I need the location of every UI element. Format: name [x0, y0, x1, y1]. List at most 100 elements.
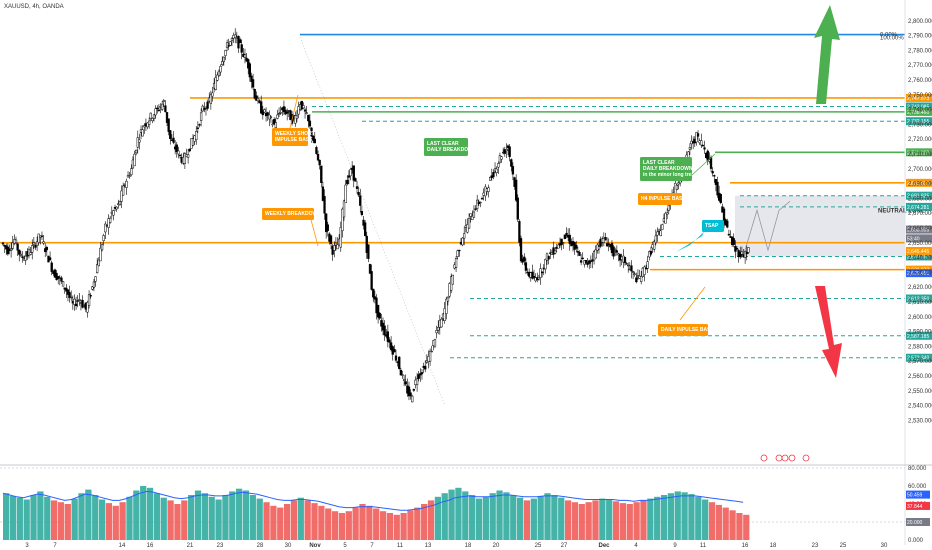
current-price-tag	[906, 246, 932, 255]
candle-body	[640, 276, 643, 282]
candle-body	[219, 66, 222, 73]
candle-body	[300, 100, 303, 110]
price-tick-label: 2,670.000	[908, 211, 932, 217]
neutral-zone-label: NEUTRAL ZONE	[878, 209, 925, 215]
time-tick-label: 25	[840, 543, 847, 549]
time-tick-label: Dec	[598, 543, 610, 549]
candle-body	[303, 109, 307, 112]
candle-body	[282, 106, 286, 113]
oscillator-bar	[379, 511, 387, 540]
candle-body	[401, 374, 404, 376]
price-label-text: 2,587.185	[907, 334, 929, 340]
candle-body	[643, 266, 646, 275]
candle-body	[354, 178, 357, 182]
price-label-tag	[906, 93, 932, 102]
oscillator-bar	[242, 490, 250, 540]
price-tick-label: 2,740.000	[908, 108, 932, 114]
candle-body	[383, 325, 386, 336]
oscillator-bar	[647, 498, 654, 540]
candle-body	[99, 247, 102, 262]
candle-body	[726, 220, 729, 228]
time-axis[interactable]: 3 7 14 16 21 23 28 30 Nov 5 7 11 13 18 20 25 27 Dec 4 9 11 16…	[25, 543, 888, 549]
event-flag-icon[interactable]	[760, 454, 768, 462]
current-price-text: 2,629.455	[907, 271, 929, 277]
candle-body	[386, 331, 390, 342]
time-tick-label: 14	[119, 543, 126, 549]
candle-body	[409, 392, 412, 397]
price-tick-label: 2,610.000	[908, 300, 932, 306]
candle-body	[740, 251, 744, 255]
candle-body	[81, 299, 84, 308]
candle-body	[92, 281, 96, 288]
oscillator-bar	[345, 511, 352, 540]
candle-body	[443, 308, 446, 321]
oscillator-bar	[3, 493, 10, 540]
annotation-callout	[424, 138, 468, 156]
candle-body	[602, 237, 605, 243]
price-axis[interactable]: 2,800.000 2,790.000 2,780.000 2,770.000 2,76…	[904, 0, 932, 545]
oscillator-bar	[133, 490, 140, 540]
candle-body	[102, 235, 105, 241]
price-tick-label: 2,590.000	[908, 330, 932, 336]
oscillator-bar	[729, 510, 736, 540]
price-tick-label: 2,750.000	[908, 93, 932, 99]
candle-body	[240, 44, 243, 53]
event-flag-icon[interactable]	[781, 454, 789, 462]
oscillator-bar	[325, 508, 332, 540]
candle-body	[325, 213, 328, 233]
candle-body	[191, 138, 195, 146]
candle-body	[625, 263, 628, 265]
candle-body	[214, 77, 217, 90]
event-flag-icon[interactable]	[788, 454, 796, 462]
oscillator-bar	[277, 507, 284, 540]
candle-body	[599, 238, 602, 247]
candle-body	[713, 175, 716, 177]
candle-body	[224, 50, 227, 56]
candle-body	[344, 184, 347, 203]
candle-body	[695, 132, 698, 143]
annotation-callout	[658, 324, 708, 336]
time-tick-label: 23	[812, 543, 819, 549]
price-tick-label: 2,710.000	[908, 152, 932, 158]
oscillator-bar	[126, 496, 133, 540]
candle-body	[446, 297, 450, 302]
annotation-callout	[272, 128, 308, 146]
candle-body	[297, 106, 300, 115]
oscillator-bar	[544, 493, 551, 540]
candle-body	[402, 379, 406, 381]
price-label-tag	[906, 148, 932, 157]
candle-body	[623, 257, 627, 263]
candle-body	[451, 274, 454, 285]
candle-body	[435, 330, 438, 334]
candle-body	[518, 221, 521, 243]
candle-body	[307, 114, 310, 122]
event-icons[interactable]	[760, 454, 810, 462]
price-label-text: 2,742.085	[907, 105, 929, 111]
candle-body	[510, 159, 513, 167]
event-flag-icon[interactable]	[802, 454, 810, 462]
candle-body	[664, 212, 667, 224]
event-flag-icon[interactable]	[775, 454, 783, 462]
oscillator-bar	[592, 500, 599, 540]
candle-body	[310, 127, 313, 137]
candle-body	[363, 222, 367, 236]
candle-body	[709, 157, 713, 169]
candle-body	[687, 151, 690, 159]
candle-body	[78, 299, 81, 301]
candle-body	[318, 159, 321, 166]
candle-body	[675, 184, 679, 190]
oscillator-bar	[695, 496, 702, 540]
oscillator-pane[interactable]	[0, 467, 905, 540]
oscillator-bar	[681, 492, 688, 540]
candle-body	[372, 288, 375, 298]
candle-body	[393, 349, 396, 353]
candle-body	[305, 112, 308, 114]
annotation-text: LAST CLEAR	[427, 141, 459, 147]
candle-body	[263, 109, 266, 113]
candle-body	[503, 149, 506, 154]
candle-body	[472, 211, 476, 218]
projection-path	[744, 201, 791, 252]
candle-body	[415, 378, 419, 386]
price-tick-label: 2,580.000	[908, 344, 932, 350]
